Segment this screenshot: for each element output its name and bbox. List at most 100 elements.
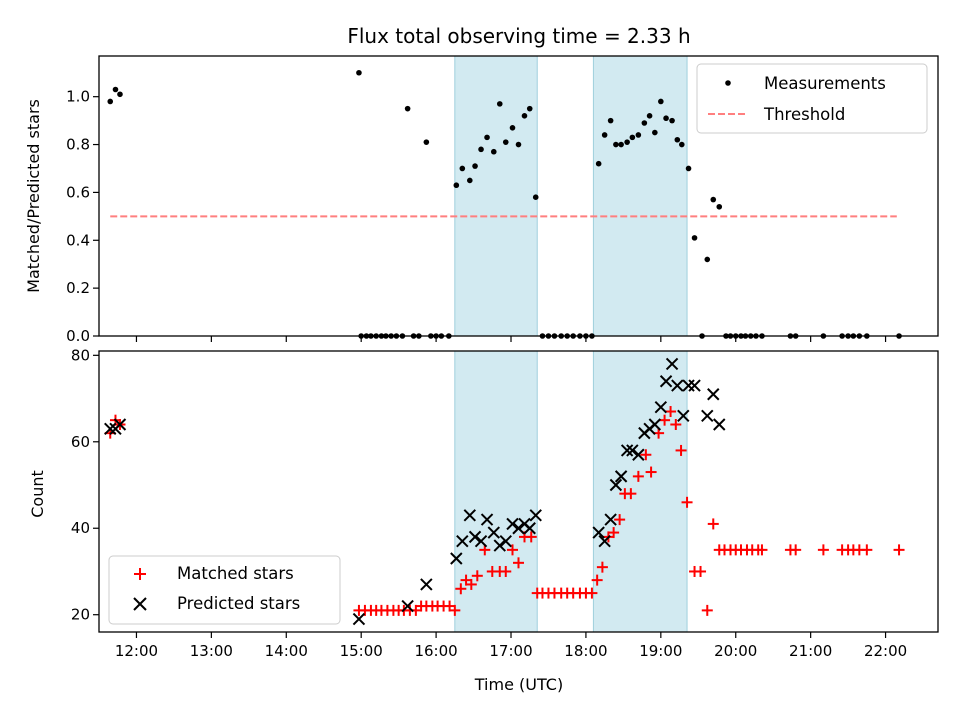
x-tick-label: 22:00 bbox=[864, 642, 907, 660]
predicted-star-point bbox=[493, 539, 506, 552]
predicted-star-point bbox=[671, 379, 684, 392]
measurement-point bbox=[710, 196, 717, 203]
legend-predicted-label: Predicted stars bbox=[177, 594, 300, 613]
predicted-star-point bbox=[665, 357, 679, 371]
measurement-point bbox=[490, 148, 497, 155]
y-tick-label: 40 bbox=[71, 519, 90, 537]
measurement-point bbox=[107, 98, 114, 105]
y-tick-label: 0.2 bbox=[66, 279, 90, 297]
x-tick-label: 19:00 bbox=[639, 642, 682, 660]
matched-star-point bbox=[675, 444, 687, 456]
matched-star-point bbox=[670, 418, 682, 430]
bottom-y-axis-label: Count bbox=[28, 470, 47, 518]
matched-star-point bbox=[586, 587, 598, 599]
measurement-point bbox=[658, 98, 664, 105]
measurement-point bbox=[624, 139, 630, 145]
x-tick-label: 12:00 bbox=[115, 642, 158, 660]
x-tick-label: 21:00 bbox=[789, 642, 832, 660]
matched-star-point bbox=[455, 583, 467, 595]
predicted-star-point bbox=[701, 409, 714, 423]
y-tick-label: 0.4 bbox=[66, 231, 90, 249]
predicted-star-point bbox=[113, 418, 127, 431]
measurement-point bbox=[652, 129, 658, 136]
measurement-point bbox=[526, 105, 533, 112]
predicted-star-point bbox=[352, 612, 366, 626]
measurement-point bbox=[515, 141, 522, 148]
predicted-star-point bbox=[598, 535, 611, 548]
x-axis-label: Time (UTC) bbox=[474, 675, 563, 694]
y-tick-label: 0.6 bbox=[66, 183, 90, 201]
measurement-point bbox=[613, 141, 619, 148]
predicted-star-point bbox=[468, 530, 482, 544]
matched-star-point bbox=[861, 544, 873, 556]
measurement-point bbox=[484, 134, 490, 141]
predicted-star-point bbox=[480, 513, 494, 526]
predicted-stars-points bbox=[104, 357, 726, 626]
matched-star-point bbox=[817, 544, 829, 556]
measurement-point bbox=[704, 256, 711, 263]
top-panel: 0.0 0.2 0.4 0.6 0.8 1.0 Matched/Predicted sta… bbox=[24, 55, 939, 345]
matched-stars-points bbox=[104, 406, 905, 616]
predicted-star-point bbox=[677, 409, 690, 423]
measurement-point bbox=[716, 203, 723, 210]
predicted-star-point bbox=[592, 526, 605, 539]
shaded-interval-2 bbox=[592, 55, 688, 337]
predicted-star-point bbox=[523, 522, 536, 535]
legend-predicted-marker bbox=[133, 597, 147, 611]
predicted-star-point bbox=[713, 418, 726, 431]
x-tick-label: 18:00 bbox=[564, 642, 607, 660]
matched-star-point bbox=[645, 466, 657, 478]
measurement-point bbox=[404, 105, 411, 112]
measurement-point bbox=[679, 141, 685, 148]
matched-star-point bbox=[591, 574, 603, 586]
matched-star-point bbox=[707, 518, 719, 530]
predicted-star-point bbox=[620, 444, 634, 457]
measurement-point bbox=[691, 235, 698, 241]
bottom-legend: Matched stars Predicted stars bbox=[108, 555, 341, 625]
matched-star-point bbox=[596, 561, 608, 573]
matched-star-point bbox=[614, 514, 626, 526]
x-tick-label: 17:00 bbox=[489, 642, 532, 660]
matched-star-point bbox=[790, 544, 802, 556]
x-tick-label: 15:00 bbox=[340, 642, 383, 660]
measurement-point bbox=[595, 160, 602, 167]
measurement-point bbox=[502, 139, 509, 145]
top-x-ticks bbox=[135, 336, 887, 342]
predicted-star-point bbox=[648, 418, 662, 431]
predicted-star-point bbox=[614, 470, 628, 483]
shaded-interval-2 bbox=[592, 350, 688, 633]
x-tick-label: 20:00 bbox=[714, 642, 757, 660]
y-tick-label: 0.8 bbox=[66, 136, 90, 154]
predicted-star-point bbox=[456, 535, 469, 548]
measurement-point bbox=[641, 120, 648, 126]
measurement-point bbox=[453, 182, 460, 189]
y-tick-label: 80 bbox=[71, 346, 90, 364]
top-axes-frame bbox=[98, 55, 939, 337]
predicted-star-point bbox=[609, 478, 623, 492]
predicted-star-point bbox=[463, 509, 477, 522]
measurement-point bbox=[521, 113, 528, 119]
matched-star-point bbox=[701, 604, 713, 616]
predicted-star-point bbox=[632, 448, 645, 461]
measurement-point bbox=[472, 163, 478, 169]
measurement-point bbox=[509, 124, 516, 131]
predicted-star-point bbox=[499, 535, 512, 548]
measurement-point bbox=[685, 165, 692, 172]
matched-star-point bbox=[695, 565, 707, 577]
top-y-ticks: 0.0 0.2 0.4 0.6 0.8 1.0 bbox=[66, 88, 99, 345]
x-tick-label: 16:00 bbox=[414, 642, 457, 660]
matched-star-point bbox=[665, 406, 677, 418]
shaded-interval-1 bbox=[454, 55, 538, 337]
top-y-axis-label: Matched/Predicted stars bbox=[24, 99, 43, 293]
matched-star-point bbox=[500, 565, 512, 577]
matched-star-point bbox=[465, 578, 477, 590]
bottom-x-ticks: 12:00 13:00 14:00 15:00 16:00 17:00 18:00 19:00… bbox=[115, 632, 907, 660]
bottom-legend-box bbox=[108, 555, 341, 625]
predicted-star-point bbox=[707, 388, 720, 401]
predicted-star-point bbox=[659, 375, 673, 388]
matched-star-point bbox=[471, 570, 483, 582]
matched-star-point bbox=[893, 544, 905, 556]
measurement-point bbox=[112, 86, 119, 93]
